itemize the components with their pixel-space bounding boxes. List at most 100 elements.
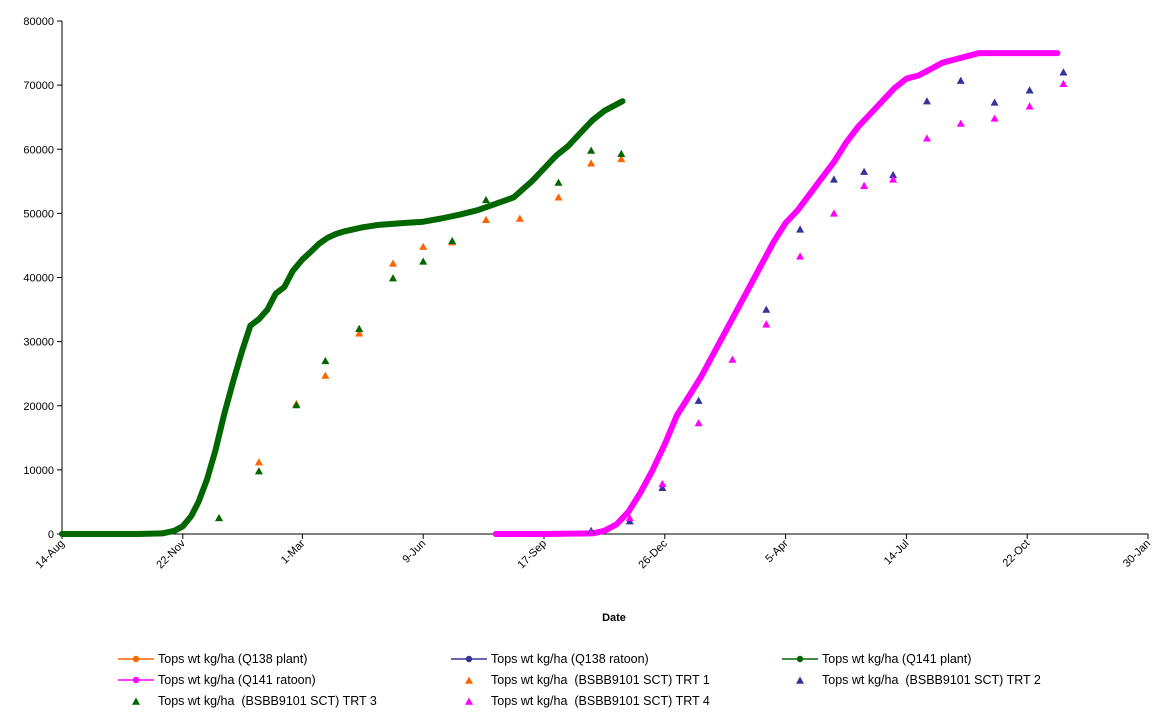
legend-key — [782, 655, 818, 662]
data-point — [889, 170, 898, 179]
y-tick-label: 80000 — [23, 16, 54, 28]
data-point — [617, 154, 626, 163]
series-line — [492, 50, 1061, 537]
legend-key-marker — [132, 655, 140, 662]
x-tick-label: 1-Mar — [279, 537, 308, 566]
legend-label: Tops wt kg/ha (BSBB9101 SCT) TRT 1 — [491, 672, 710, 687]
x-axis-title: Date — [602, 612, 626, 624]
y-tick-label: 0 — [48, 529, 54, 541]
data-point — [448, 236, 457, 245]
legend-key-marker — [796, 676, 804, 684]
data-point — [482, 195, 491, 204]
data-point — [617, 149, 626, 157]
x-tick-label: 22-Oct — [1000, 538, 1032, 570]
data-point — [922, 134, 931, 142]
x-tick-label: 14-Jul — [882, 538, 912, 568]
legend-item: Tops wt kg/ha (Q138 ratoon) — [451, 652, 782, 666]
legend-label: Tops wt kg/ha (Q141 plant) — [822, 651, 972, 666]
data-point — [388, 274, 397, 282]
x-tick-label: 26-Dec — [636, 537, 670, 571]
data-point — [860, 167, 869, 175]
series-line — [59, 98, 626, 537]
series-5 — [215, 154, 626, 522]
legend-row: Tops wt kg/ha (Q138 plant) Tops wt kg/ha … — [118, 648, 1138, 669]
data-point — [922, 97, 931, 105]
legend-key — [118, 655, 154, 662]
data-point — [889, 175, 898, 183]
data-point — [829, 175, 838, 183]
legend-label: Tops wt kg/ha (Q141 ratoon) — [158, 672, 316, 687]
x-tick-label: 17-Sep — [516, 538, 550, 572]
legend-key — [465, 697, 473, 705]
chart-legend: Tops wt kg/ha (Q138 plant) Tops wt kg/ha … — [118, 648, 1138, 711]
legend-row: Tops wt kg/ha (Q141 ratoon) Tops wt kg/ha… — [118, 669, 1138, 690]
data-point — [515, 214, 524, 222]
data-point — [554, 193, 563, 201]
legend-item: Tops wt kg/ha (Q141 plant) — [782, 652, 1102, 666]
data-point — [956, 76, 965, 84]
legend-item: Tops wt kg/ha (BSBB9101 SCT) TRT 3 — [118, 694, 451, 708]
data-point — [860, 181, 869, 190]
legend-item: Tops wt kg/ha (BSBB9101 SCT) TRT 1 — [451, 673, 782, 687]
legend-key — [451, 655, 487, 662]
legend-key — [118, 676, 154, 683]
data-point — [796, 225, 805, 233]
data-point — [694, 419, 703, 427]
y-tick-label: 20000 — [23, 401, 54, 413]
data-point — [625, 513, 634, 522]
data-point — [1025, 102, 1034, 110]
data-point — [1025, 86, 1034, 94]
legend-key — [465, 676, 473, 684]
legend-item: Tops wt kg/ha (Q138 plant) — [118, 652, 451, 666]
y-tick-label: 70000 — [23, 80, 54, 92]
x-tick-label: 22-Nov — [154, 537, 188, 571]
data-point — [587, 159, 596, 167]
legend-key — [132, 697, 140, 705]
data-point — [419, 257, 428, 265]
data-point — [355, 324, 364, 332]
data-point — [482, 215, 491, 223]
series-8 — [587, 79, 1068, 536]
data-point — [1059, 79, 1068, 88]
series-6 — [587, 68, 1068, 534]
legend-key — [796, 676, 804, 684]
data-point — [254, 467, 263, 475]
data-point — [1059, 68, 1068, 76]
legend-key-marker — [796, 655, 804, 662]
data-point — [658, 479, 667, 488]
legend-label: Tops wt kg/ha (Q138 plant) — [158, 651, 308, 666]
x-tick-label: 9-Jun — [400, 538, 428, 566]
y-tick-label: 10000 — [23, 465, 54, 477]
x-tick-label: 5-Apr — [763, 537, 791, 565]
legend-item: Tops wt kg/ha (BSBB9101 SCT) TRT 4 — [451, 694, 782, 708]
data-point — [694, 396, 703, 404]
legend-key-marker — [465, 655, 473, 662]
series-7 — [215, 146, 626, 522]
legend-key-marker — [132, 676, 140, 683]
data-point — [762, 320, 771, 328]
data-point — [388, 259, 397, 267]
y-axis: 0 10000 20000 30000 40000 50000 60000 70000 8000… — [23, 16, 63, 541]
legend-label: Tops wt kg/ha (BSBB9101 SCT) TRT 3 — [158, 693, 377, 708]
x-tick-label: 30-Jan — [1121, 538, 1153, 570]
legend-item: Tops wt kg/ha (Q141 ratoon) — [118, 673, 451, 687]
data-point — [587, 528, 596, 536]
data-point — [990, 98, 999, 106]
chart-plot: 0 10000 20000 30000 40000 50000 60000 70000 8000… — [23, 16, 1153, 624]
legend-key-marker — [132, 697, 140, 705]
data-point — [829, 209, 838, 217]
data-point — [292, 401, 301, 409]
data-point — [990, 114, 999, 122]
series-4 — [492, 50, 1061, 537]
series-layer — [59, 50, 1068, 537]
legend-label: Tops wt kg/ha (BSBB9101 SCT) TRT 2 — [822, 672, 1041, 687]
data-point — [254, 458, 263, 466]
legend-label: Tops wt kg/ha (Q138 ratoon) — [491, 651, 649, 666]
data-point — [658, 483, 667, 492]
data-point — [587, 146, 596, 154]
data-point — [554, 178, 563, 186]
x-tick-label: 14-Aug — [34, 538, 68, 572]
legend-key-marker — [465, 697, 473, 705]
legend-key-marker — [465, 676, 473, 684]
data-point — [796, 252, 805, 260]
